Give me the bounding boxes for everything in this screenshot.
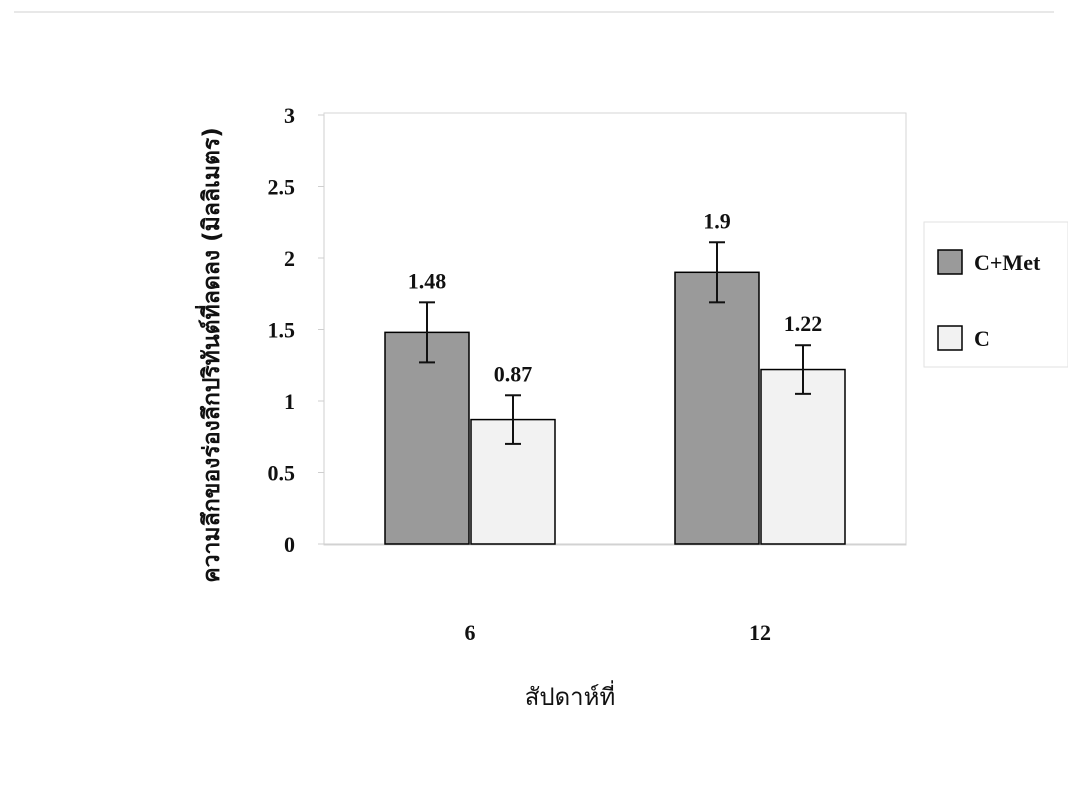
legend-items: C+Met C — [937, 249, 1041, 351]
x-axis-title: สัปดาห์ที่ — [525, 680, 616, 711]
y-tick-label: 3 — [284, 103, 295, 128]
data-label: 1.22 — [784, 311, 823, 336]
x-tick-label: 6 — [465, 620, 476, 645]
legend: C+Met C — [923, 221, 1068, 368]
x-axis: 6 12 — [465, 620, 772, 645]
y-tick-label: 0.5 — [268, 461, 296, 486]
y-tick-label: 1.5 — [268, 318, 296, 343]
bars-layer: 1.48 0.87 1.9 1.22 — [384, 208, 846, 545]
legend-label: C — [974, 326, 990, 351]
bar-c-week-12 — [760, 368, 846, 545]
legend-swatch — [937, 249, 963, 275]
bar-c-met-week-6 — [384, 331, 470, 545]
y-tick-label: 2 — [284, 246, 295, 271]
y-tick-label: 1 — [284, 389, 295, 414]
bar-c-met-week-12 — [674, 271, 760, 545]
x-tick-label: 12 — [749, 620, 771, 645]
legend-swatch — [937, 325, 963, 351]
data-label: 1.48 — [408, 268, 447, 293]
y-tick-label: 2.5 — [268, 175, 296, 200]
data-label: 0.87 — [494, 361, 533, 386]
legend-label: C+Met — [974, 250, 1041, 275]
y-tick-label: 0 — [284, 532, 295, 557]
data-label: 1.9 — [703, 208, 731, 233]
y-axis-title: ความลึกของร่องลึกปริทันต์ที่ลดลง (มิลลิเ… — [194, 127, 225, 583]
